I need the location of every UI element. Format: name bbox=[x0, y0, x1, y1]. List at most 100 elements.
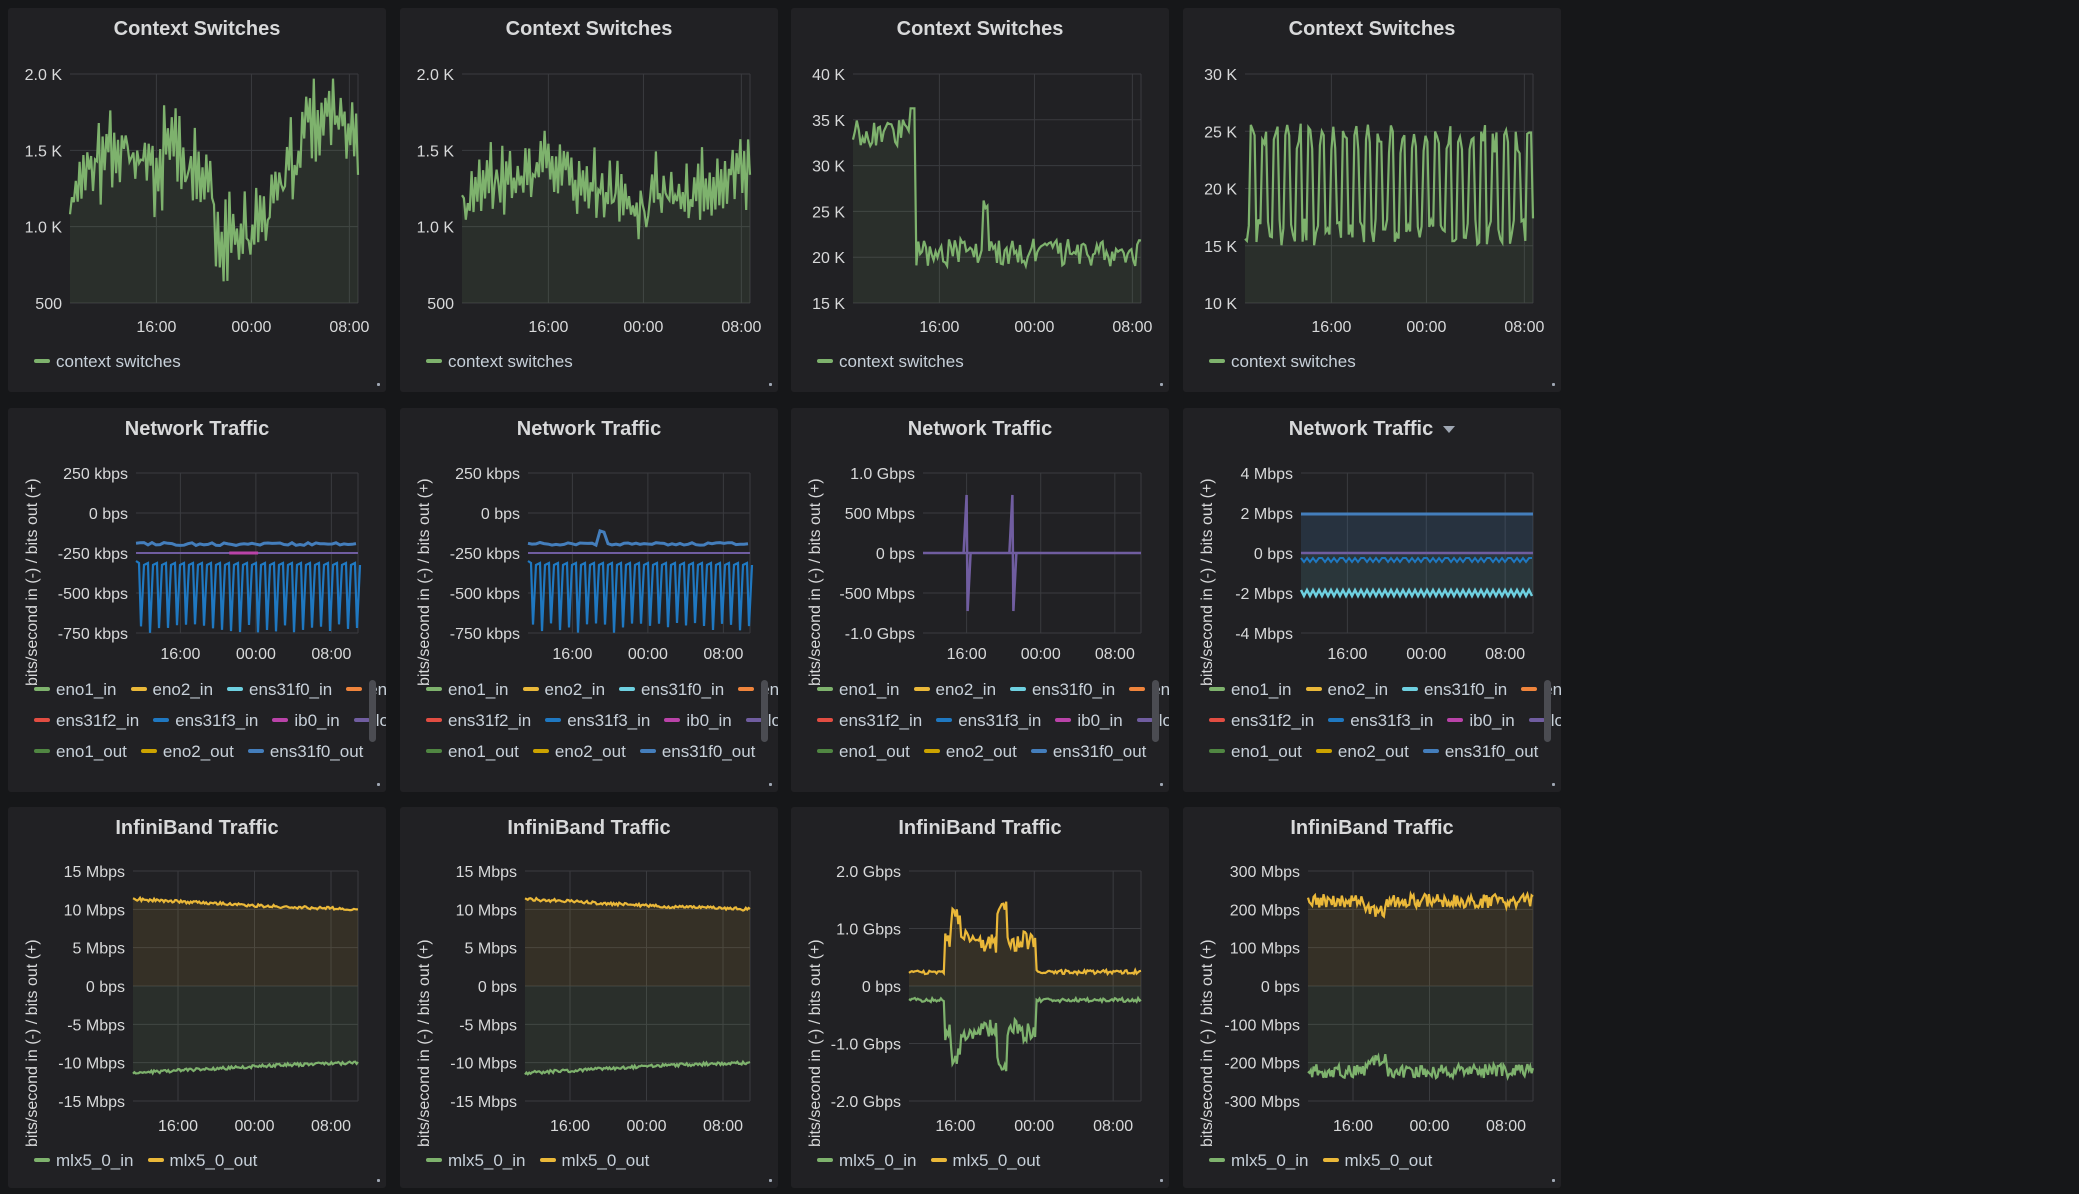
graph-canvas[interactable]: 30 K 25 K 20 K 15 K 10 K 16:00 00:00 08:00 bbox=[1183, 8, 1561, 392]
panel-title[interactable]: Context Switches bbox=[8, 18, 386, 41]
legend-item[interactable]: ens31f0_out bbox=[1030, 742, 1146, 762]
legend-item[interactable]: eno2_in bbox=[522, 680, 605, 700]
legend-item[interactable]: ens31f0_in bbox=[227, 680, 332, 700]
legend-item[interactable]: ib0_in bbox=[272, 711, 340, 731]
legend-item[interactable]: eno1_in bbox=[1209, 680, 1292, 700]
graph-canvas[interactable]: 15 Mbps 10 Mbps 5 Mbps 0 bps -5 Mbps -10 Mbps… bbox=[8, 807, 386, 1188]
legend-item[interactable]: ib0_in bbox=[1447, 711, 1515, 731]
panel-title[interactable]: InfiniBand Traffic bbox=[1183, 817, 1561, 840]
legend-item[interactable]: ens31f2_in bbox=[1209, 711, 1314, 731]
legend-item[interactable]: ens31f2_in bbox=[34, 711, 139, 731]
legend-item[interactable]: eno1_out bbox=[1209, 742, 1302, 762]
panel-title[interactable]: InfiniBand Traffic bbox=[400, 817, 778, 840]
panel-menu-caret-icon[interactable] bbox=[1443, 426, 1456, 434]
panel-title[interactable]: Network Traffic bbox=[791, 418, 1169, 441]
graph-canvas[interactable]: 2.0 K 1.5 K 1.0 K 500 16:00 00:00 08:00 bbox=[8, 8, 386, 392]
graph-canvas[interactable]: 2.0 Gbps 1.0 Gbps 0 bps -1.0 Gbps -2.0 Gbps 1… bbox=[791, 807, 1169, 1188]
panel-ctx-2[interactable]: Context Switches 2.0 K 1.5 K 1.0 K 500 16:00 0… bbox=[400, 8, 778, 392]
legend-item[interactable]: eno2_out bbox=[923, 742, 1017, 762]
panel-resize-handle[interactable] bbox=[1160, 1179, 1163, 1182]
legend-item[interactable]: eno1_out bbox=[426, 742, 519, 762]
legend-item[interactable]: ens31f1_in bbox=[346, 680, 386, 700]
legend-item[interactable]: ens31f0_in bbox=[1402, 680, 1507, 700]
panel-resize-handle[interactable] bbox=[769, 1179, 772, 1182]
panel-ctx-4[interactable]: Context Switches 30 K 25 K 20 K 15 K 10 K 16:0… bbox=[1183, 8, 1561, 392]
legend-scrollbar[interactable] bbox=[369, 680, 376, 742]
legend-item[interactable]: ens31f2_in bbox=[817, 711, 922, 731]
legend-item[interactable]: ens31f1_in bbox=[1521, 680, 1561, 700]
legend-scrollbar[interactable] bbox=[1544, 680, 1551, 742]
panel-net-2[interactable]: Network Traffic 250 kbps 0 bps -250 kbps -50… bbox=[400, 408, 778, 792]
panel-title[interactable]: Network Traffic bbox=[8, 418, 386, 441]
panel-net-4[interactable]: Network Traffic 4 Mbps 2 Mbps 0 bps -2 Mbps -… bbox=[1183, 408, 1561, 792]
legend-item[interactable]: ens31f2_in bbox=[426, 711, 531, 731]
panel-resize-handle[interactable] bbox=[769, 783, 772, 786]
legend-item[interactable]: ens31f3_in bbox=[153, 711, 258, 731]
panel-ctx-1[interactable]: Context Switches 2.0 K 1.5 K 1.0 K 500 16:00 0… bbox=[8, 8, 386, 392]
panel-title[interactable]: Context Switches bbox=[1183, 18, 1561, 41]
panel-resize-handle[interactable] bbox=[1552, 783, 1555, 786]
panel-ctx-3[interactable]: Context Switches 40 K 35 K 30 K 25 K 20 K 15 K… bbox=[791, 8, 1169, 392]
legend-item[interactable]: context switches bbox=[426, 352, 573, 372]
legend-item[interactable]: lo_in bbox=[353, 711, 386, 731]
graph-canvas[interactable]: 1.0 Gbps 500 Mbps 0 bps -500 Mbps -1.0 Gbps 1… bbox=[791, 408, 1169, 792]
legend-item[interactable]: eno2_in bbox=[913, 680, 996, 700]
panel-title[interactable]: Context Switches bbox=[791, 18, 1169, 41]
legend-item[interactable]: eno2_out bbox=[1315, 742, 1409, 762]
panel-title[interactable]: Network Traffic bbox=[400, 418, 778, 441]
legend-item[interactable]: ens31f3_in bbox=[545, 711, 650, 731]
panel-resize-handle[interactable] bbox=[1552, 1179, 1555, 1182]
panel-title[interactable]: Network Traffic bbox=[1183, 418, 1561, 441]
panel-resize-handle[interactable] bbox=[377, 383, 380, 386]
panel-resize-handle[interactable] bbox=[769, 383, 772, 386]
panel-ib-2[interactable]: InfiniBand Traffic 15 Mbps 10 Mbps 5 Mbps 0 … bbox=[400, 807, 778, 1188]
legend-item[interactable]: ib0_in bbox=[664, 711, 732, 731]
graph-canvas[interactable]: 250 kbps 0 bps -250 kbps -500 kbps -750 kbps… bbox=[8, 408, 386, 792]
graph-canvas[interactable]: 2.0 K 1.5 K 1.0 K 500 16:00 00:00 08:00 bbox=[400, 8, 778, 392]
graph-canvas[interactable]: 40 K 35 K 30 K 25 K 20 K 15 K 16:00 00:00 08:00 bbox=[791, 8, 1169, 392]
legend-item[interactable]: ens31f0_in bbox=[1010, 680, 1115, 700]
panel-title[interactable]: Context Switches bbox=[400, 18, 778, 41]
graph-canvas[interactable]: 300 Mbps 200 Mbps 100 Mbps 0 bps -100 Mbps -2… bbox=[1183, 807, 1561, 1188]
legend-scrollbar[interactable] bbox=[1152, 680, 1159, 742]
graph-canvas[interactable]: 15 Mbps 10 Mbps 5 Mbps 0 bps -5 Mbps -10 Mbps… bbox=[400, 807, 778, 1188]
legend-item[interactable]: lo_in bbox=[745, 711, 778, 731]
legend-item[interactable]: context switches bbox=[817, 352, 964, 372]
legend-item[interactable]: eno2_in bbox=[1305, 680, 1388, 700]
panel-ib-1[interactable]: InfiniBand Traffic 15 Mbps 10 Mbps 5 Mbps 0 … bbox=[8, 807, 386, 1188]
legend-scrollbar[interactable] bbox=[761, 680, 768, 742]
legend-item[interactable]: ens31f0_out bbox=[639, 742, 755, 762]
legend-item[interactable]: lo_in bbox=[1528, 711, 1561, 731]
panel-resize-handle[interactable] bbox=[377, 1179, 380, 1182]
panel-resize-handle[interactable] bbox=[1160, 783, 1163, 786]
panel-resize-handle[interactable] bbox=[1160, 383, 1163, 386]
legend-item[interactable]: ens31f3_in bbox=[1328, 711, 1433, 731]
legend-item[interactable]: eno2_out bbox=[532, 742, 626, 762]
panel-ib-4[interactable]: InfiniBand Traffic 300 Mbps 200 Mbps 100 Mb… bbox=[1183, 807, 1561, 1188]
legend-item[interactable]: lo_in bbox=[1136, 711, 1169, 731]
legend-item[interactable]: eno1_out bbox=[34, 742, 127, 762]
graph-canvas[interactable]: 4 Mbps 2 Mbps 0 bps -2 Mbps -4 Mbps 16:00 00:0… bbox=[1183, 408, 1561, 792]
legend-item[interactable]: ens31f0_out bbox=[247, 742, 363, 762]
legend-item[interactable]: eno2_out bbox=[140, 742, 234, 762]
legend-item[interactable]: eno2_in bbox=[130, 680, 213, 700]
legend-item[interactable]: mlx5_0_in bbox=[817, 1151, 917, 1171]
legend-item[interactable]: ens31f1_in bbox=[1129, 680, 1169, 700]
legend-item[interactable]: mlx5_0_in bbox=[34, 1151, 134, 1171]
legend-item[interactable]: mlx5_0_out bbox=[539, 1151, 649, 1171]
legend-item[interactable]: ens31f3_in bbox=[936, 711, 1041, 731]
panel-title[interactable]: InfiniBand Traffic bbox=[8, 817, 386, 840]
panel-resize-handle[interactable] bbox=[377, 783, 380, 786]
legend-item[interactable]: ens31f1_in bbox=[738, 680, 778, 700]
legend-item[interactable]: mlx5_0_in bbox=[1209, 1151, 1309, 1171]
legend-item[interactable]: mlx5_0_out bbox=[147, 1151, 257, 1171]
panel-net-1[interactable]: Network Traffic 250 kbps 0 bps -250 kbps -50… bbox=[8, 408, 386, 792]
graph-canvas[interactable]: 250 kbps 0 bps -250 kbps -500 kbps -750 kbps… bbox=[400, 408, 778, 792]
legend-item[interactable]: eno1_in bbox=[817, 680, 900, 700]
legend-item[interactable]: eno1_in bbox=[34, 680, 117, 700]
legend-item[interactable]: ens31f0_out bbox=[1422, 742, 1538, 762]
panel-ib-3[interactable]: InfiniBand Traffic 2.0 Gbps 1.0 Gbps 0 bps -… bbox=[791, 807, 1169, 1188]
legend-item[interactable]: ens31f0_in bbox=[619, 680, 724, 700]
panel-net-3[interactable]: Network Traffic 1.0 Gbps 500 Mbps 0 bps -500… bbox=[791, 408, 1169, 792]
legend-item[interactable]: context switches bbox=[1209, 352, 1356, 372]
